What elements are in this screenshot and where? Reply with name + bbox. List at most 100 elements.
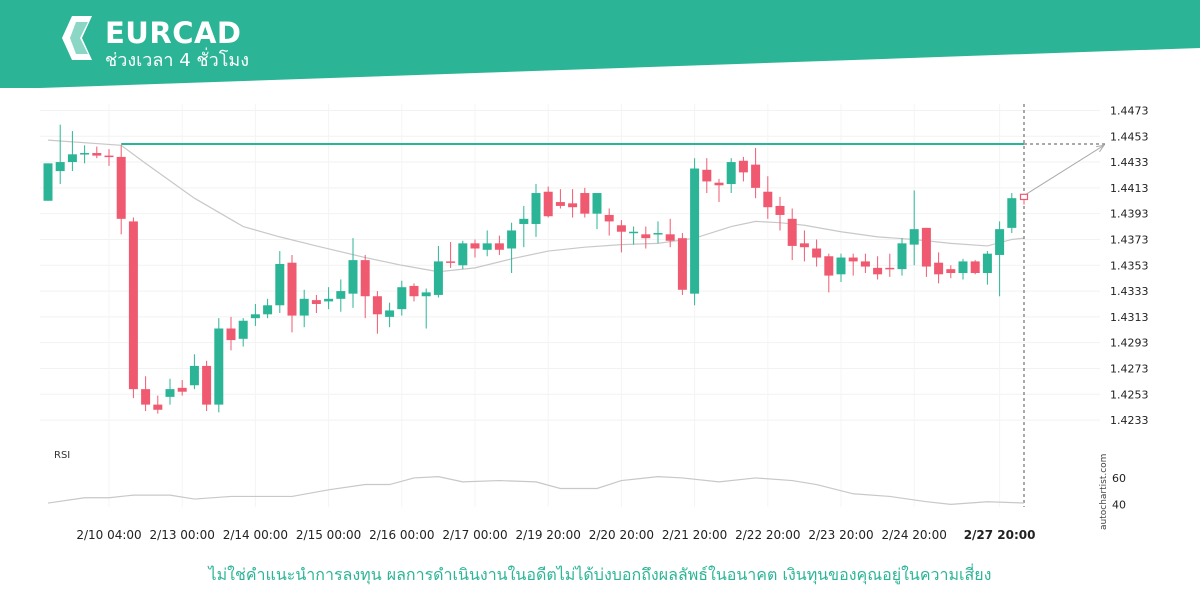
candle-body xyxy=(397,287,407,310)
candle-body xyxy=(92,153,102,156)
candle-body xyxy=(165,389,175,397)
candle xyxy=(860,253,870,274)
candle xyxy=(1019,193,1029,205)
candle-body xyxy=(580,193,590,214)
candle-body xyxy=(263,305,273,315)
candle xyxy=(494,235,504,255)
candle-body xyxy=(824,256,834,276)
candle-body xyxy=(690,168,700,294)
candle-body xyxy=(189,365,199,386)
candle xyxy=(104,149,114,166)
candle xyxy=(921,227,931,277)
candle xyxy=(1007,193,1017,234)
candle-body xyxy=(299,298,309,316)
candle xyxy=(629,226,639,245)
y-tick-label: 1.4293 xyxy=(1110,337,1149,350)
candle-body xyxy=(677,238,687,290)
candle-body xyxy=(897,243,907,270)
candle-body xyxy=(287,262,297,316)
candle-body xyxy=(446,261,456,263)
candle-body xyxy=(702,169,712,182)
candle-body xyxy=(604,214,614,222)
candle xyxy=(568,189,578,218)
candle xyxy=(421,288,431,329)
y-tick-label: 1.4453 xyxy=(1110,130,1149,143)
candle xyxy=(958,258,968,280)
candle xyxy=(67,131,77,172)
candle-body xyxy=(885,267,895,270)
candle xyxy=(433,245,443,298)
candle-body xyxy=(531,193,541,224)
y-tick-label: 1.4473 xyxy=(1110,104,1149,117)
candle xyxy=(982,251,992,285)
y-tick-label: 1.4393 xyxy=(1110,208,1149,221)
candle xyxy=(177,380,187,396)
candle xyxy=(507,222,517,274)
candle xyxy=(555,189,565,209)
candle-body xyxy=(421,292,431,297)
candle-body xyxy=(372,296,382,315)
candle xyxy=(153,395,163,414)
timeframe-label: ช่วงเวลา 4 ชั่วโมง xyxy=(105,50,250,71)
candle xyxy=(55,124,65,184)
candle-body xyxy=(763,191,773,208)
x-tick-label: 2/20 20:00 xyxy=(589,528,654,542)
candle xyxy=(543,186,553,218)
candle xyxy=(995,221,1005,297)
candle-body xyxy=(250,314,260,319)
x-tick-label: 2/10 04:00 xyxy=(76,528,141,542)
risk-disclaimer: ไม่ใช่คำแนะนำการลงทุน ผลการดำเนินงานในอด… xyxy=(208,565,992,584)
rsi-label: RSI xyxy=(54,450,70,461)
candle xyxy=(970,260,980,275)
candle xyxy=(128,217,138,399)
candle-body xyxy=(995,229,1005,255)
candle-body xyxy=(641,234,651,239)
candle xyxy=(775,196,785,231)
candles-layer xyxy=(43,124,1029,414)
candle-body xyxy=(470,243,480,249)
candle-body xyxy=(482,243,492,250)
candle-body xyxy=(311,300,321,304)
candle-body xyxy=(799,243,809,248)
x-tick-label: 2/23 20:00 xyxy=(808,528,873,542)
candle-body xyxy=(568,203,578,208)
candle xyxy=(311,294,321,314)
y-axis: 1.4473 1.4453 1.4433 1.4413 1.4393 1.4373 1.43… xyxy=(1110,104,1149,427)
x-axis: 2/10 04:00 2/13 00:00 2/14 00:00 2/15 00:00… xyxy=(76,528,1035,542)
candle-body xyxy=(653,233,663,235)
candle xyxy=(336,279,346,312)
candle xyxy=(824,253,834,293)
rsi-tick-label: 60 xyxy=(1112,472,1126,485)
x-tick-label: 2/27 20:00 xyxy=(964,528,1036,542)
candle-body xyxy=(507,230,517,249)
candle xyxy=(934,252,944,284)
candle-body xyxy=(909,229,919,245)
candle-body xyxy=(385,310,395,317)
x-tick-label: 2/15 00:00 xyxy=(296,528,361,542)
candle-body xyxy=(970,261,980,274)
candle xyxy=(836,253,846,283)
candle xyxy=(275,251,285,314)
candle xyxy=(299,289,309,328)
candle xyxy=(531,183,541,237)
rsi-tick-label: 40 xyxy=(1112,498,1126,511)
candle-body xyxy=(1007,198,1017,228)
y-tick-label: 1.4373 xyxy=(1110,233,1149,246)
candle xyxy=(702,158,712,194)
candle xyxy=(446,242,456,268)
candle-body xyxy=(751,164,761,188)
candle xyxy=(226,316,236,351)
candle-body xyxy=(336,291,346,299)
candle-body xyxy=(177,387,187,392)
header-banner xyxy=(0,0,1200,88)
candle xyxy=(751,147,761,199)
y-tick-label: 1.4273 xyxy=(1110,362,1149,375)
candle xyxy=(812,239,822,267)
y-tick-label: 1.4233 xyxy=(1110,414,1149,427)
candle xyxy=(763,176,773,219)
candle-body xyxy=(360,260,370,297)
y-tick-label: 1.4433 xyxy=(1110,156,1149,169)
candle xyxy=(714,178,724,203)
candle xyxy=(238,318,248,347)
candle-body xyxy=(738,160,748,173)
